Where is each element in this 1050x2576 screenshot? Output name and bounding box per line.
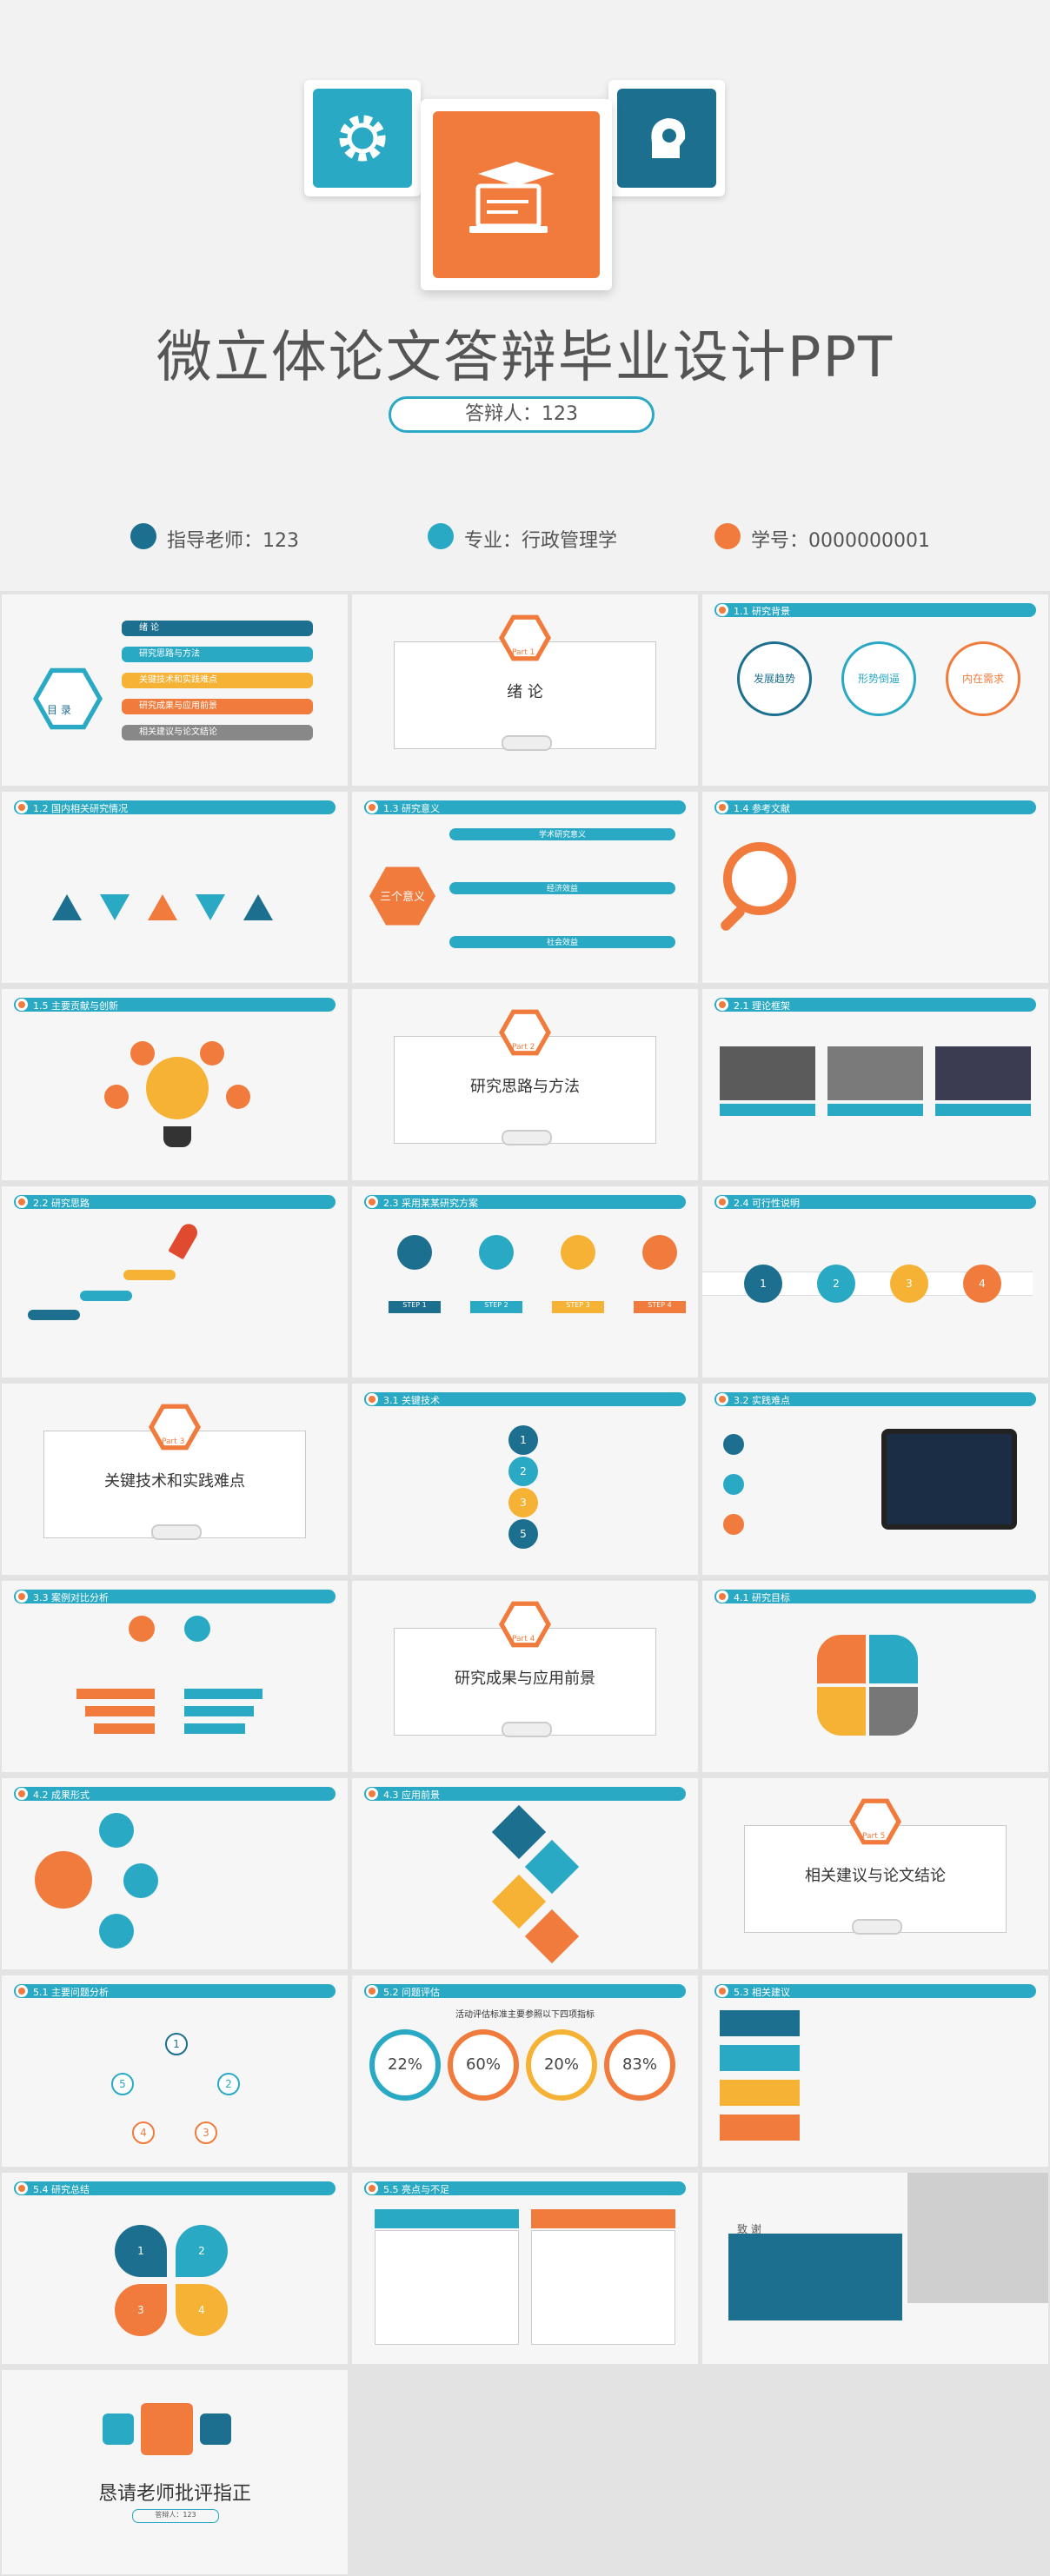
- slide-5-2: 5.2 问题评估 活动评估标准主要参照以下四项指标 22% 60% 20% 83…: [352, 1975, 698, 2167]
- bulb-tile-inner: [617, 89, 716, 188]
- significance-label-2: 经济效益: [449, 882, 675, 894]
- bg-item-3: 内在需求: [946, 641, 1020, 716]
- photo-2: [827, 1046, 923, 1100]
- gear-quadrant-br: [869, 1687, 918, 1736]
- slide-part2: Part 2 研究思路与方法: [352, 989, 698, 1180]
- slide-2-2: 2.2 研究思路: [2, 1186, 348, 1378]
- toc-item-1[interactable]: 绪 论: [122, 621, 313, 636]
- thanks-panel: [728, 2234, 902, 2320]
- laptop-tile-inner: [433, 111, 600, 278]
- defender-pill: 答辩人：123: [389, 396, 655, 433]
- step-2: STEP 2: [470, 1301, 522, 1313]
- slide-5-4: 5.4 研究总结 1 2 3 4: [2, 2173, 348, 2364]
- part1-title: 绪 论: [507, 683, 543, 701]
- slide-1-4: 1.4 参考文献: [702, 792, 1048, 983]
- part5-label: Part 5: [862, 1832, 886, 1841]
- gear-quadrant-bl: [817, 1687, 866, 1736]
- major-text: 专业：行政管理学: [464, 530, 618, 552]
- tablet-image: [881, 1429, 1017, 1530]
- slide-part4: Part 4 研究成果与应用前景: [352, 1581, 698, 1772]
- slide-1-2: 1.2 国内相关研究情况: [2, 792, 348, 983]
- slide-5-5: 5.5 亮点与不足: [352, 2173, 698, 2364]
- slide-3-2: 3.2 实践难点: [702, 1384, 1048, 1575]
- user-icon: [130, 523, 156, 549]
- id-icon: [714, 523, 741, 549]
- slide-part1: Part 1 绪 论: [352, 594, 698, 786]
- significance-label-1: 学术研究意义: [449, 828, 675, 840]
- stat-1: 22%: [369, 2029, 441, 2101]
- gear-tile-inner: [313, 89, 412, 188]
- photo-3: [935, 1046, 1031, 1100]
- triangle-chain: [52, 894, 273, 920]
- major-icon: [428, 523, 454, 549]
- rocket-icon: [168, 1220, 201, 1260]
- step-1: STEP 1: [389, 1301, 441, 1313]
- closing-defender: 答辩人：123: [132, 2509, 219, 2523]
- head-lightbulb-icon: [651, 118, 686, 158]
- gear-icon: [339, 115, 386, 162]
- slide-2-3: 2.3 采用某某研究方案 STEP 1 STEP 2 STEP 3 STEP 4: [352, 1186, 698, 1378]
- slide-part5: Part 5 相关建议与论文结论: [702, 1778, 1048, 1969]
- slide-closing: 恳请老师批评指正 答辩人：123: [2, 2370, 348, 2574]
- step-3: STEP 3: [552, 1301, 604, 1313]
- slide-2-4: 2.4 可行性说明 1 2 3 4: [702, 1186, 1048, 1378]
- closing-title: 恳请老师批评指正: [97, 2483, 251, 2505]
- slide-4-2: 4.2 成果形式: [2, 1778, 348, 1969]
- slide-1-1: 1.1 研究背景 发展趋势 形势倒逼 内在需求: [702, 594, 1048, 786]
- slide-3-3: 3.3 案例对比分析: [2, 1581, 348, 1772]
- step-4: STEP 4: [634, 1301, 686, 1313]
- bg-item-2: 形势倒逼: [841, 641, 916, 716]
- info-row: 指导老师：123 专业：行政管理学 学号：0000000001: [0, 520, 1050, 554]
- stat-4: 83%: [604, 2029, 675, 2101]
- toc-item-5[interactable]: 相关建议与论文结论: [122, 725, 313, 740]
- slide-2-1: 2.1 理论框架: [702, 989, 1048, 1180]
- student-id-text: 学号：0000000001: [751, 530, 930, 552]
- stats-caption: 活动评估标准主要参照以下四项指标: [455, 2010, 595, 2020]
- slide-5-1: 5.1 主要问题分析 1 2 3 4 5: [2, 1975, 348, 2167]
- stat-2: 60%: [448, 2029, 519, 2101]
- significance-label-3: 社会效益: [449, 936, 675, 948]
- thanks-label: 致 谢: [737, 2223, 761, 2235]
- advisor-text: 指导老师：123: [167, 530, 299, 552]
- cover-slide: 微立体论文答辩毕业设计PPT 答辩人：123 指导老师：123 专业：行政管理学…: [0, 0, 1050, 591]
- part2-label: Part 2: [512, 1043, 535, 1052]
- part2-title: 研究思路与方法: [470, 1078, 580, 1096]
- part4-label: Part 4: [512, 1635, 535, 1643]
- lightbulb-base-icon: [163, 1126, 191, 1147]
- slide-toc: 目 录 绪 论 研究思路与方法 关键技术和实践难点 研究成果与应用前景 相关建议…: [2, 594, 348, 786]
- part3-label: Part 3: [162, 1437, 185, 1446]
- toc-item-3[interactable]: 关键技术和实践难点: [122, 673, 313, 688]
- slide-1-3: 1.3 研究意义 三个意义 学术研究意义 经济效益 社会效益: [352, 792, 698, 983]
- bg-item-1: 发展趋势: [737, 641, 812, 716]
- toc-label: 目 录: [47, 704, 71, 716]
- cover-title: 微立体论文答辩毕业设计PPT: [156, 326, 894, 390]
- contribution-center: [146, 1057, 209, 1119]
- slide-3-1: 3.1 关键技术 1 2 3 5: [352, 1384, 698, 1575]
- gear-quadrant-tl: [817, 1635, 866, 1683]
- part1-label: Part 1: [512, 648, 535, 657]
- slide-1-5: 1.5 主要贡献与创新: [2, 989, 348, 1180]
- graduation-laptop-icon: [469, 162, 555, 233]
- magnifier-icon: [723, 842, 796, 915]
- toc-item-2[interactable]: 研究思路与方法: [122, 647, 313, 662]
- slide-5-3: 5.3 相关建议: [702, 1975, 1048, 2167]
- slide-4-1: 4.1 研究目标: [702, 1581, 1048, 1772]
- hand-photo: [907, 2173, 1048, 2303]
- stat-3: 20%: [526, 2029, 597, 2101]
- photo-1: [720, 1046, 815, 1100]
- part5-title: 相关建议与论文结论: [805, 1867, 946, 1885]
- slide-part3: Part 3 关键技术和实践难点: [2, 1384, 348, 1575]
- toc-item-4[interactable]: 研究成果与应用前景: [122, 699, 313, 714]
- gear-quadrant-tr: [869, 1635, 918, 1683]
- significance-center: 三个意义: [379, 891, 425, 904]
- part3-title: 关键技术和实践难点: [104, 1472, 245, 1490]
- slide-4-3: 4.3 应用前景: [352, 1778, 698, 1969]
- part4-title: 研究成果与应用前景: [455, 1670, 595, 1688]
- slide-thanks: 致 谢: [702, 2173, 1048, 2364]
